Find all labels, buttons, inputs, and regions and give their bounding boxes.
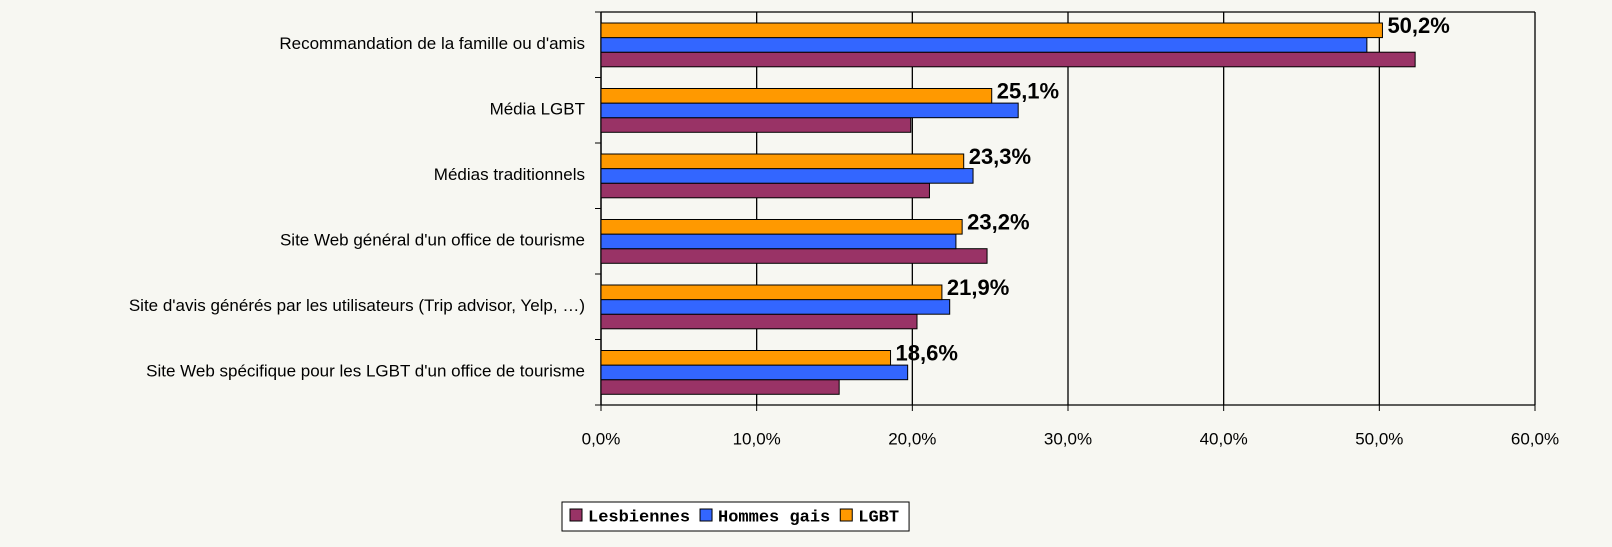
legend-label: Lesbiennes [588, 508, 690, 527]
bar [600, 37, 1368, 53]
value-label: 25,1% [997, 78, 1059, 103]
bar [600, 284, 943, 301]
category-label: Site Web spécifique pour les LGBT d'un o… [146, 362, 585, 381]
bar [600, 299, 951, 315]
legend-swatch [699, 508, 713, 522]
bar [600, 168, 974, 184]
x-tick-label: 0,0% [582, 429, 621, 448]
x-tick-label: 40,0% [1200, 429, 1248, 448]
bar [600, 364, 909, 381]
bar [600, 233, 957, 250]
category-label: Site Web général d'un office de tourisme [280, 231, 585, 250]
bar [600, 350, 892, 366]
bar [600, 117, 912, 133]
category-label: Média LGBT [490, 100, 585, 119]
value-label: 18,6% [896, 340, 958, 365]
bar [600, 102, 1019, 119]
category-label: Site d'avis générés par les utilisateurs… [129, 296, 585, 315]
bar [600, 153, 965, 170]
legend-label: LGBT [858, 508, 899, 527]
x-tick-label: 50,0% [1355, 429, 1403, 448]
bar [600, 51, 1416, 68]
bar [600, 88, 993, 104]
x-tick-label: 10,0% [733, 429, 781, 448]
legend-swatch [569, 508, 583, 522]
bar [600, 313, 918, 330]
category-label: Médias traditionnels [434, 165, 585, 184]
value-label: 21,9% [947, 275, 1009, 300]
value-label: 23,3% [969, 144, 1031, 169]
legend: Lesbiennes Hommes gais LGBT [561, 501, 910, 532]
value-label: 50,2% [1387, 13, 1449, 38]
legend-label: Hommes gais [718, 508, 830, 527]
bar [600, 219, 963, 235]
x-tick-label: 30,0% [1044, 429, 1092, 448]
x-tick-label: 20,0% [888, 429, 936, 448]
category-label: Recommandation de la famille ou d'amis [279, 34, 585, 53]
legend-swatch [839, 508, 853, 522]
bar [600, 22, 1383, 39]
value-label: 23,2% [967, 209, 1029, 234]
bar [600, 248, 988, 264]
bar [600, 379, 840, 395]
x-tick-label: 60,0% [1511, 429, 1559, 448]
bar [600, 182, 930, 199]
